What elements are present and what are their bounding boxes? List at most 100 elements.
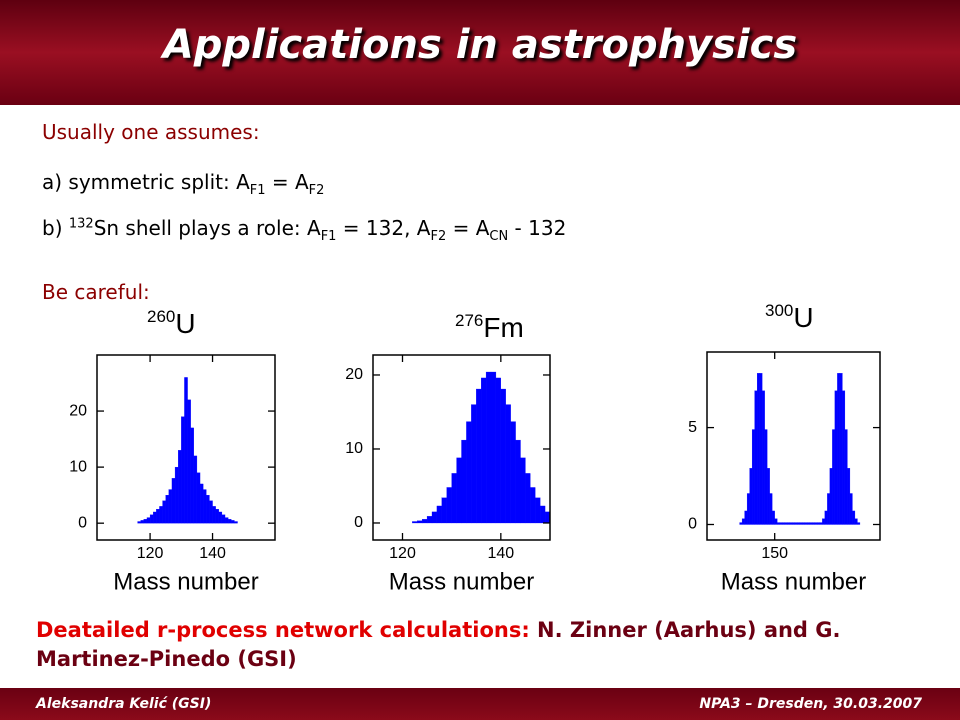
- histogram-bar: [837, 373, 841, 525]
- histogram-bar: [769, 493, 773, 525]
- histogram-bar: [807, 522, 810, 525]
- histogram-bar: [149, 514, 154, 524]
- assumption-a: a) symmetric split: AF1 = AF2: [42, 170, 324, 198]
- histogram-bar: [140, 520, 144, 524]
- histogram-bar: [505, 404, 511, 524]
- histogram-bar: [777, 522, 780, 525]
- histogram-bar: [165, 495, 169, 524]
- histogram-bar: [231, 520, 235, 524]
- x-tick-label: 140: [487, 545, 514, 562]
- text: - 132: [508, 216, 567, 240]
- histogram-bar: [762, 390, 765, 525]
- histogram-bar: [196, 472, 201, 524]
- histogram-bar: [822, 518, 825, 525]
- histogram-bar: [839, 373, 843, 525]
- histogram-bar: [774, 518, 778, 525]
- histogram-bar: [456, 457, 462, 524]
- subscript: F1: [320, 229, 337, 244]
- nuclide-label: 260U: [147, 307, 196, 339]
- histogram-bar: [854, 518, 858, 525]
- histogram-bar: [181, 416, 185, 524]
- histogram-bar: [485, 371, 492, 524]
- histogram-bar: [809, 522, 813, 525]
- histogram-bar: [417, 520, 423, 524]
- histogram-bar: [525, 473, 531, 524]
- histogram-bar: [797, 522, 800, 525]
- histogram-bar: [234, 521, 238, 524]
- histogram-bar: [849, 493, 853, 525]
- histogram-bar: [153, 511, 157, 524]
- histogram-bar: [490, 371, 497, 524]
- histogram-bar: [852, 510, 856, 525]
- y-tick-label: 0: [688, 516, 697, 533]
- histogram-bar: [215, 509, 219, 524]
- histogram-bar: [174, 466, 179, 524]
- histogram-bar: [794, 522, 798, 525]
- histogram-bar: [767, 468, 770, 525]
- histogram-bar: [844, 429, 848, 525]
- x-tick-label: 140: [199, 545, 226, 562]
- histogram-bar: [476, 388, 482, 524]
- text: b): [42, 216, 69, 240]
- histogram-bar: [520, 457, 526, 524]
- histogram-bar: [431, 511, 438, 524]
- histogram-bar: [466, 421, 472, 524]
- histogram-bar: [422, 519, 428, 524]
- histogram-bar: [759, 373, 763, 525]
- histogram-bar: [221, 514, 226, 524]
- histogram-bar: [146, 517, 151, 524]
- y-tick-label: 10: [345, 440, 363, 457]
- histogram-bar: [137, 521, 141, 524]
- histogram-bar: [746, 493, 750, 525]
- histogram-bar: [772, 510, 775, 525]
- histogram-bar: [436, 505, 442, 524]
- x-tick-label: 120: [389, 545, 416, 562]
- note: Deatailed r-process network calculations…: [36, 616, 916, 674]
- histogram-bar: [156, 509, 160, 524]
- histogram-bar: [802, 522, 805, 525]
- histogram-bar: [812, 522, 815, 525]
- histogram-bar: [212, 506, 216, 524]
- text: Sn shell plays a role: A: [93, 216, 321, 240]
- histogram-bar: [782, 522, 785, 525]
- histogram-bar: [168, 489, 173, 524]
- histogram-bar: [218, 511, 223, 524]
- histogram-bar: [787, 522, 790, 525]
- x-axis-label: Mass number: [113, 568, 258, 595]
- histogram-bar: [143, 519, 148, 524]
- histogram-bar: [206, 495, 210, 524]
- histogram-bar: [515, 439, 521, 524]
- histogram-bar: [857, 522, 861, 525]
- y-tick-label: 20: [69, 402, 87, 419]
- histogram-bar: [756, 373, 760, 525]
- histogram-bar: [412, 521, 418, 524]
- footer-author: Aleksandra Kelić (GSI): [36, 696, 212, 712]
- y-tick-label: 5: [688, 419, 697, 436]
- nuclide-label: 276Fm: [455, 311, 524, 343]
- mass-number: 276: [455, 311, 483, 330]
- histogram-bar: [187, 399, 191, 524]
- histogram-bar: [827, 493, 831, 525]
- footer: Aleksandra Kelić (GSI) NPA3 – Dresden, 3…: [0, 688, 960, 720]
- careful-text: Be careful:: [42, 280, 150, 304]
- histogram-bar: [426, 516, 433, 524]
- histogram-bar: [530, 487, 536, 524]
- histogram-bar: [190, 427, 194, 524]
- histogram-bar: [792, 522, 795, 525]
- x-axis-label: Mass number: [721, 568, 866, 595]
- histogram-bar: [744, 510, 748, 525]
- histogram-bar: [540, 505, 546, 524]
- histogram-bar: [535, 497, 541, 524]
- histogram-bar: [209, 500, 213, 524]
- histogram-bar: [162, 500, 166, 524]
- element-symbol: Fm: [483, 312, 523, 343]
- histogram-bar: [739, 522, 743, 525]
- footer-event: NPA3 – Dresden, 30.03.2007: [699, 696, 922, 712]
- y-tick-label: 10: [69, 458, 87, 475]
- text: = A: [265, 170, 309, 194]
- histogram-bar: [819, 522, 823, 525]
- histogram-bar: [824, 510, 828, 525]
- mass-number: 300: [765, 301, 793, 320]
